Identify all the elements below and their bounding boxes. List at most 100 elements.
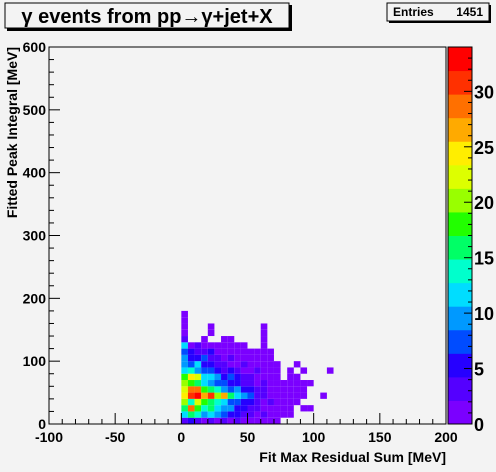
heatmap-cell [227, 336, 235, 343]
heatmap-cell [181, 336, 188, 343]
heatmap-cell [227, 348, 235, 355]
heatmap-cell [240, 398, 248, 406]
heatmap-cell [254, 392, 261, 399]
color-scale-band [448, 117, 472, 142]
heatmap-cell [287, 392, 294, 399]
heatmap-cell [273, 411, 281, 418]
heatmap-cell [247, 398, 255, 406]
heatmap-cell [214, 417, 222, 424]
heatmap-cell [221, 411, 228, 418]
heatmap-cell [280, 411, 288, 418]
heatmap-cell [267, 361, 274, 368]
stats-value: 1451 [456, 5, 483, 19]
heatmap-cell [201, 405, 208, 412]
heatmap-cell [280, 392, 288, 399]
x-tick-label: 150 [368, 429, 392, 445]
color-scale-band [448, 47, 472, 72]
y-tick-label: 400 [23, 165, 47, 181]
heatmap-cell [221, 336, 228, 343]
heatmap-cell [234, 367, 241, 374]
heatmap-cell [181, 310, 188, 318]
heatmap-cell [221, 354, 228, 362]
heatmap-cell [187, 411, 195, 418]
heatmap-cell [240, 361, 248, 368]
heatmap-cell [194, 367, 202, 374]
heatmap-cell [247, 380, 255, 387]
heatmap-cell [207, 348, 215, 355]
heatmap-cell [300, 405, 308, 412]
heatmap-cell [181, 417, 188, 424]
heatmap-cell [181, 317, 188, 324]
heatmap-cell [194, 405, 202, 412]
heatmap-cell [194, 361, 202, 368]
x-tick-label: -50 [105, 429, 125, 445]
heatmap-cell [260, 361, 268, 368]
heatmap-cell [260, 373, 268, 381]
heatmap-cell [293, 386, 301, 393]
heatmap-cell [240, 348, 248, 355]
z-tick-label: 20 [474, 193, 494, 213]
color-scale-band [448, 70, 472, 95]
heatmap-cell [227, 354, 235, 362]
heatmap-cell [247, 373, 255, 381]
heatmap-cell [221, 417, 228, 424]
heatmap-cell [207, 329, 215, 337]
heatmap-cell [207, 417, 215, 424]
heatmap-cell [207, 411, 215, 418]
heatmap-cell [267, 398, 274, 406]
heatmap-cell [187, 380, 195, 387]
heatmap-cell [240, 380, 248, 387]
heatmap-cell [201, 354, 208, 362]
heatmap-cell [273, 380, 281, 387]
y-tick-label: 600 [23, 39, 47, 55]
heatmap-cell [187, 398, 195, 406]
heatmap-cell [240, 405, 248, 412]
heatmap-cell [201, 411, 208, 418]
color-scale-band [448, 376, 472, 401]
heatmap-cell [247, 386, 255, 393]
heatmap-cell [227, 411, 235, 418]
heatmap-cell [221, 392, 228, 399]
heatmap-cell [187, 361, 195, 368]
heatmap-cell [194, 386, 202, 393]
heatmap-cell [260, 386, 268, 393]
heatmap-cell [254, 380, 261, 387]
heatmap-cell [201, 392, 208, 399]
heatmap-cell [201, 417, 208, 424]
heatmap-cell [293, 392, 301, 399]
heatmap-cell [280, 405, 288, 412]
heatmap-cell [194, 411, 202, 418]
heatmap-cell [201, 342, 208, 349]
heatmap-cell [287, 373, 294, 381]
heatmap-cell [214, 354, 222, 362]
heatmap-cell [247, 392, 255, 399]
heatmap-cell [221, 386, 228, 393]
y-tick-label: 100 [23, 353, 47, 369]
x-axis-ticks: -100 -50 0 50 100 150 200 [35, 413, 458, 445]
x-tick-label: 50 [240, 429, 256, 445]
heatmap-cell [260, 411, 268, 418]
heatmap-cell [247, 354, 255, 362]
heatmap-cell [201, 373, 208, 381]
heatmap-cell [307, 380, 314, 387]
heatmap-cell [187, 373, 195, 381]
heatmap-cell [254, 405, 261, 412]
x-axis-label: Fit Max Residual Sum [MeV] [259, 449, 446, 465]
heatmap-cell [280, 380, 288, 387]
heatmap-cell [293, 398, 301, 406]
heatmap-cell [254, 373, 261, 381]
stats-box: Entries 1451 [386, 2, 491, 23]
heatmap-cell [280, 398, 288, 406]
heatmap-cell [267, 386, 274, 393]
x-tick-label: 100 [302, 429, 326, 445]
heatmap-cell [273, 361, 281, 368]
heatmap-cell [280, 386, 288, 393]
heatmap-cell [267, 354, 274, 362]
color-scale-band [448, 164, 472, 189]
heatmap-cell [201, 386, 208, 393]
heatmap-cell [221, 405, 228, 412]
heatmap-cell [234, 386, 241, 393]
heatmap-cell [247, 417, 255, 424]
heatmap-cell [187, 367, 195, 374]
y-axis-label: Fitted Peak Integral [MeV] [4, 47, 20, 218]
